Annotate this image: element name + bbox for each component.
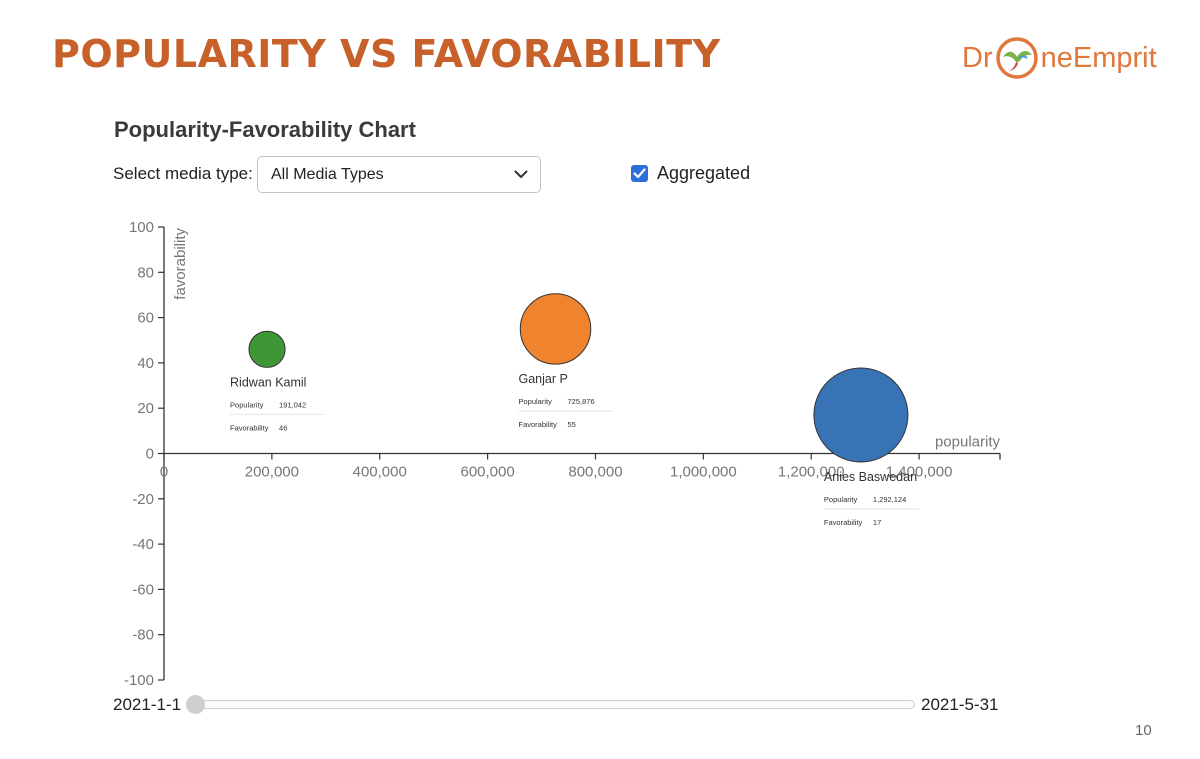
data-bubble	[248, 330, 286, 368]
x-tick-label: 800,000	[568, 464, 622, 481]
y-tick-label: -60	[132, 581, 154, 598]
slide-title: POPULARITY VS FAVORABILITY	[52, 32, 721, 76]
tooltip-popularity-value: 1,292,124	[873, 495, 906, 504]
date-slider-handle[interactable]	[186, 695, 205, 714]
bubble-label: Ridwan Kamil	[230, 375, 306, 389]
date-end-label: 2021-5-31	[921, 695, 999, 714]
tooltip-favorability-label: Favorability	[519, 420, 558, 429]
y-tick-label: -100	[124, 672, 154, 689]
data-bubble	[813, 367, 909, 463]
y-tick-label: -20	[132, 491, 154, 508]
x-tick-label: 0	[160, 464, 168, 481]
x-tick-label: 200,000	[245, 464, 299, 481]
logo-text-right: neEmprit	[1040, 41, 1157, 74]
aggregated-toggle[interactable]: Aggregated	[631, 163, 750, 184]
bubble-label: Ganjar P	[519, 372, 568, 386]
y-tick-label: 40	[137, 355, 154, 372]
tooltip-popularity-label: Popularity	[519, 397, 553, 406]
x-axis-title: popularity	[935, 434, 1001, 451]
media-type-selected: All Media Types	[271, 165, 384, 183]
x-tick-label: 1,000,000	[670, 464, 737, 481]
tooltip-favorability-label: Favorability	[230, 423, 269, 432]
y-tick-label: 60	[137, 310, 154, 327]
date-start-label: 2021-1-1	[113, 695, 182, 714]
checkmark-icon	[633, 168, 646, 179]
media-type-label: Select media type:	[113, 164, 253, 183]
tooltip-popularity-label: Popularity	[230, 400, 264, 409]
chart-title: Popularity-Favorability Chart	[114, 117, 416, 142]
y-tick-label: -80	[132, 627, 154, 644]
data-bubble	[519, 293, 592, 365]
logo-text-left: Dr	[962, 41, 993, 74]
x-tick-label: 400,000	[353, 464, 407, 481]
media-type-select[interactable]: All Media Types	[257, 156, 541, 193]
logo: Dr neEmprit	[962, 36, 1157, 80]
bubble-label: Anies Baswedan	[824, 470, 917, 484]
y-tick-label: 20	[137, 400, 154, 417]
x-tick-label: 1,200,000	[778, 464, 845, 481]
y-tick-label: 0	[146, 446, 154, 463]
tooltip-popularity-value: 191,042	[279, 400, 306, 409]
tooltip-favorability-value: 55	[568, 420, 576, 429]
tooltip-popularity-value: 725,876	[568, 397, 595, 406]
tooltip-favorability-label: Favorability	[824, 518, 863, 527]
y-axis-title: favorability	[172, 228, 189, 300]
x-tick-label: 1,400,000	[886, 464, 953, 481]
y-tick-label: 80	[137, 264, 154, 281]
tooltip-favorability-value: 46	[279, 423, 287, 432]
date-slider-track[interactable]	[194, 700, 915, 709]
chevron-down-icon	[514, 170, 528, 178]
x-tick-label: 600,000	[460, 464, 514, 481]
page-number: 10	[1135, 722, 1152, 739]
drone-logo-icon	[995, 37, 1038, 79]
aggregated-label: Aggregated	[657, 163, 751, 183]
tooltip-popularity-label: Popularity	[824, 495, 858, 504]
aggregated-checkbox[interactable]	[631, 165, 648, 182]
y-tick-label: -40	[132, 536, 154, 553]
tooltip-favorability-value: 17	[873, 518, 881, 527]
y-tick-label: 100	[129, 219, 154, 236]
